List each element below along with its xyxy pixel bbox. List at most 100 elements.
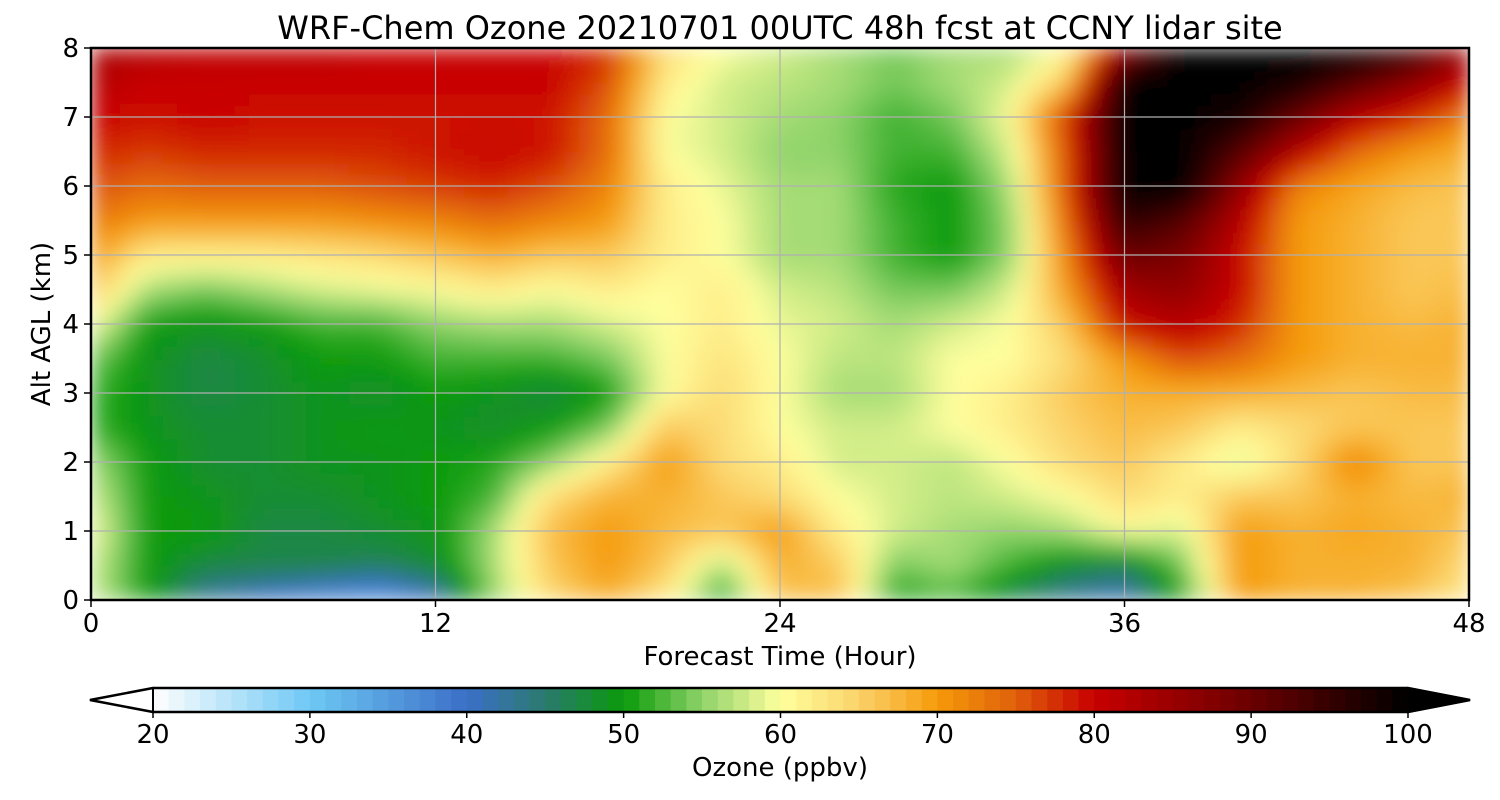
heatmap-cell	[1167, 416, 1183, 429]
heatmap-cell	[851, 105, 867, 118]
heatmap-cell	[349, 439, 365, 452]
heatmap-cell	[378, 117, 394, 130]
heatmap-cell	[866, 416, 882, 429]
heatmap-cell	[650, 209, 666, 222]
heatmap-cell	[980, 255, 996, 268]
heatmap-cell	[1124, 301, 1140, 314]
heatmap-cell	[1181, 105, 1197, 118]
heatmap-cell	[148, 450, 164, 463]
heatmap-cell	[464, 508, 480, 521]
heatmap-cell	[1153, 381, 1169, 394]
heatmap-cell	[1282, 232, 1298, 245]
heatmap-cell	[736, 381, 752, 394]
heatmap-cell	[1354, 312, 1370, 325]
heatmap-cell	[894, 496, 910, 509]
heatmap-cell	[1181, 48, 1197, 61]
heatmap-cell	[148, 105, 164, 118]
heatmap-cell	[134, 565, 150, 578]
heatmap-cell	[794, 243, 810, 256]
heatmap-cell	[880, 347, 896, 360]
heatmap-cell	[909, 439, 925, 452]
heatmap-cell	[119, 531, 135, 544]
heatmap-cell	[277, 105, 293, 118]
heatmap-cell	[909, 220, 925, 233]
heatmap-cell	[579, 439, 594, 452]
heatmap-cell	[363, 163, 379, 176]
heatmap-cell	[1268, 588, 1283, 600]
heatmap-cell	[492, 209, 508, 222]
heatmap-cell	[335, 508, 350, 521]
heatmap-cell	[177, 151, 193, 164]
heatmap-cell	[1311, 358, 1327, 371]
heatmap-cell	[521, 117, 537, 130]
heatmap-cell	[894, 588, 910, 600]
heatmap-cell	[736, 128, 752, 141]
heatmap-cell	[234, 473, 250, 486]
heatmap-cell	[1253, 174, 1269, 187]
heatmap-cell	[1425, 197, 1441, 210]
heatmap-cell	[995, 71, 1011, 84]
heatmap-cell	[1067, 577, 1083, 590]
heatmap-cell	[650, 220, 666, 233]
heatmap-cell	[894, 439, 910, 452]
heatmap-cell	[349, 450, 365, 463]
heatmap-cell	[177, 565, 193, 578]
heatmap-cell	[622, 473, 638, 486]
heatmap-cell	[1196, 105, 1212, 118]
heatmap-cell	[579, 301, 594, 314]
heatmap-cell	[263, 508, 279, 521]
heatmap-cell	[1440, 243, 1456, 256]
heatmap-cell	[1110, 462, 1126, 475]
heatmap-cell	[722, 358, 738, 371]
heatmap-cell	[1382, 209, 1398, 222]
heatmap-cell	[909, 370, 925, 383]
heatmap-cell	[162, 381, 178, 394]
heatmap-cell	[1411, 393, 1427, 406]
heatmap-cell	[995, 485, 1011, 498]
heatmap-cell	[1153, 209, 1169, 222]
heatmap-cell	[808, 94, 824, 107]
heatmap-cell	[1196, 71, 1212, 84]
heatmap-cell	[622, 278, 638, 291]
heatmap-cell	[1138, 117, 1154, 130]
heatmap-cell	[909, 312, 925, 325]
heatmap-cell	[1110, 140, 1126, 153]
heatmap-cell	[1224, 335, 1240, 348]
heatmap-cell	[823, 82, 839, 95]
heatmap-cell	[1397, 255, 1413, 268]
heatmap-cell	[148, 519, 164, 532]
heatmap-cell	[91, 163, 106, 176]
heatmap-cell	[1454, 450, 1469, 463]
heatmap-cell	[363, 554, 379, 567]
heatmap-cell	[335, 220, 350, 233]
colorbar-bin	[733, 688, 750, 712]
heatmap-cell	[1282, 71, 1298, 84]
heatmap-cell	[507, 71, 523, 84]
heatmap-cell	[550, 577, 566, 590]
heatmap-cell	[1110, 347, 1126, 360]
heatmap-cell	[823, 427, 839, 440]
heatmap-cell	[162, 588, 178, 600]
heatmap-cell	[406, 243, 422, 256]
heatmap-cell	[363, 312, 379, 325]
y-tick-label: 8	[62, 34, 79, 64]
heatmap-cell	[177, 427, 193, 440]
heatmap-cell	[205, 151, 221, 164]
heatmap-cell	[1009, 531, 1025, 544]
heatmap-cell	[1411, 266, 1427, 279]
heatmap-cell	[1425, 485, 1441, 498]
heatmap-cell	[1224, 381, 1240, 394]
heatmap-cell	[837, 393, 853, 406]
heatmap-cell	[1354, 151, 1370, 164]
heatmap-cell	[952, 462, 968, 475]
heatmap-cell	[780, 82, 795, 95]
heatmap-cell	[263, 381, 279, 394]
heatmap-cell	[1354, 59, 1370, 72]
heatmap-cell	[622, 393, 638, 406]
heatmap-cell	[579, 462, 594, 475]
heatmap-cell	[736, 140, 752, 153]
heatmap-cell	[363, 128, 379, 141]
heatmap-cell	[952, 485, 968, 498]
heatmap-cell	[1268, 427, 1283, 440]
heatmap-cell	[765, 82, 781, 95]
